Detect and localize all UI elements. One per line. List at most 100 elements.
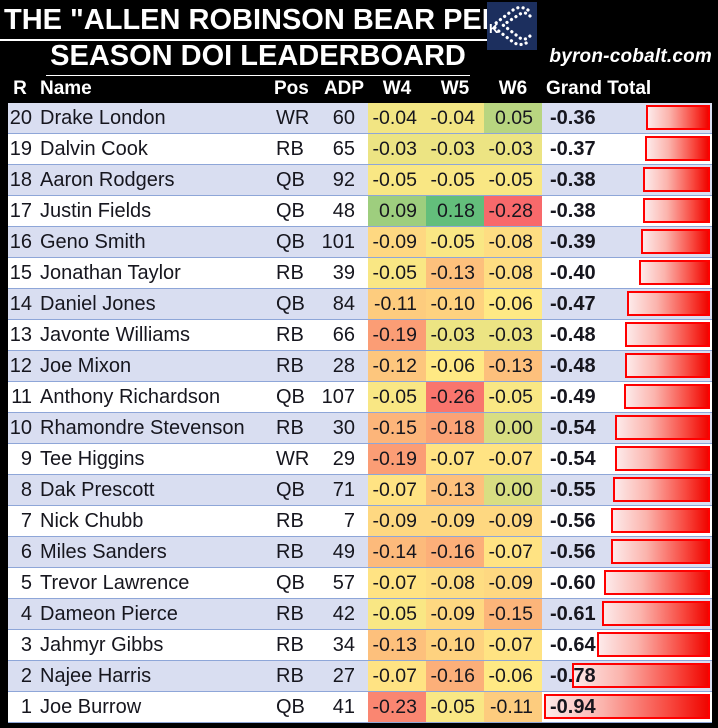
column-header-grand-total: Grand Total (546, 78, 652, 99)
w6-doi-cell: -0.15 (484, 599, 542, 629)
rank-cell: 2 (20, 665, 32, 687)
grand-total-databar (596, 632, 710, 657)
grand-total-value: -0.38 (550, 169, 596, 191)
player-name-cell: Rhamondre Stevenson (40, 417, 245, 439)
w6-doi-cell: -0.07 (484, 630, 542, 660)
grand-total-bar-track (544, 415, 710, 440)
w5-doi-cell: -0.08 (426, 568, 484, 598)
rank-cell: 17 (9, 200, 32, 222)
player-name-cell: Dak Prescott (40, 479, 155, 501)
grand-total-value: -0.61 (550, 603, 596, 625)
rank-cell: 11 (11, 386, 32, 408)
title-block: THE "ALLEN ROBINSON BEAR PELT" SEASON DO… (0, 0, 718, 77)
w6-doi-cell: -0.28 (484, 196, 542, 226)
w4-doi-cell: -0.09 (368, 506, 426, 536)
grand-total-value: -0.64 (550, 634, 596, 656)
rank-cell: 4 (20, 603, 32, 625)
position-cell: RB (276, 138, 304, 160)
w5-doi-cell: -0.05 (426, 227, 484, 257)
grand-total-value: -0.49 (550, 386, 596, 408)
grand-total-value: -0.54 (550, 448, 596, 470)
table-row: 7 Nick Chubb RB 7 -0.09 -0.09 -0.09 -0.56 (8, 506, 712, 537)
position-cell: RB (276, 355, 304, 377)
column-header-w5: W5 (440, 78, 470, 99)
grand-total-value: -0.94 (550, 696, 596, 718)
w5-doi-cell: -0.13 (426, 258, 484, 288)
grand-total-cell: -0.38 (542, 196, 712, 226)
grand-total-value: -0.39 (550, 231, 596, 253)
adp-cell: 71 (332, 479, 355, 501)
grand-total-databar (625, 353, 710, 378)
grand-total-cell: -0.47 (542, 289, 712, 319)
column-header-name: Name (40, 78, 92, 99)
w4-doi-cell: -0.19 (368, 444, 426, 474)
player-name-cell: Tee Higgins (40, 448, 145, 470)
w5-doi-cell: -0.13 (426, 475, 484, 505)
grand-total-bar-track (544, 601, 710, 626)
table-row: 15 Jonathan Taylor RB 39 -0.05 -0.13 -0.08 -0.4… (8, 258, 712, 289)
grand-total-bar-track (544, 508, 710, 533)
player-name-cell: Jahmyr Gibbs (40, 634, 164, 656)
w4-doi-cell: -0.07 (368, 568, 426, 598)
w6-doi-cell: 0.00 (484, 475, 542, 505)
grand-total-databar (572, 663, 710, 688)
rank-cell: 19 (9, 138, 32, 160)
grand-total-value: -0.40 (550, 262, 596, 284)
position-cell: QB (276, 169, 305, 191)
table-row: 4 Dameon Pierce RB 42 -0.05 -0.09 -0.15 -0.61 (8, 599, 712, 630)
table-row: 1 Joe Burrow QB 41 -0.23 -0.05 -0.11 -0.94 (8, 692, 712, 723)
grand-total-value: -0.56 (550, 541, 596, 563)
grand-total-cell: -0.61 (542, 599, 712, 629)
w5-doi-cell: -0.16 (426, 661, 484, 691)
player-name-cell: Drake London (40, 107, 166, 129)
w4-doi-cell: -0.07 (368, 661, 426, 691)
position-cell: RB (276, 603, 304, 625)
grand-total-cell: -0.60 (542, 568, 712, 598)
grand-total-databar (544, 694, 710, 719)
grand-total-databar (625, 322, 710, 347)
grand-total-value: -0.36 (550, 107, 596, 129)
w6-doi-cell: -0.06 (484, 661, 542, 691)
w5-doi-cell: -0.03 (426, 320, 484, 350)
position-cell: QB (276, 231, 305, 253)
player-name-cell: Trevor Lawrence (40, 572, 190, 594)
grand-total-cell: -0.56 (542, 506, 712, 536)
w4-doi-cell: -0.09 (368, 227, 426, 257)
grand-total-cell: -0.64 (542, 630, 712, 660)
w6-doi-cell: -0.06 (484, 289, 542, 319)
position-cell: QB (276, 293, 305, 315)
player-name-cell: Joe Mixon (40, 355, 132, 377)
w4-doi-cell: -0.14 (368, 537, 426, 567)
grand-total-databar (614, 415, 710, 440)
grand-total-bar-track (544, 260, 710, 285)
table-row: 6 Miles Sanders RB 49 -0.14 -0.16 -0.07 -0.56 (8, 537, 712, 568)
page-title-line1: THE "ALLEN ROBINSON BEAR PELT" (0, 4, 533, 41)
adp-cell: 34 (332, 634, 355, 656)
position-cell: QB (276, 479, 305, 501)
grand-total-cell: -0.39 (542, 227, 712, 257)
position-cell: RB (276, 510, 304, 532)
grand-total-cell: -0.48 (542, 320, 712, 350)
grand-total-cell: -0.49 (542, 382, 712, 412)
grand-total-value: -0.78 (550, 665, 596, 687)
position-cell: QB (276, 200, 305, 222)
w4-doi-cell: -0.03 (368, 134, 426, 164)
table-row: 14 Daniel Jones QB 84 -0.11 -0.10 -0.06 -0.47 (8, 289, 712, 320)
grand-total-bar-track (544, 229, 710, 254)
player-name-cell: Anthony Richardson (40, 386, 221, 408)
grand-total-cell: -0.54 (542, 444, 712, 474)
grand-total-bar-track (544, 136, 710, 161)
grand-total-cell: -0.38 (542, 165, 712, 195)
player-name-cell: Geno Smith (40, 231, 146, 253)
table-row: 3 Jahmyr Gibbs RB 34 -0.13 -0.10 -0.07 -0.64 (8, 630, 712, 661)
rank-cell: 15 (9, 262, 32, 284)
w6-doi-cell: -0.11 (484, 692, 542, 722)
table-row: 5 Trevor Lawrence QB 57 -0.07 -0.08 -0.09 -0.60 (8, 568, 712, 599)
grand-total-cell: -0.78 (542, 661, 712, 691)
adp-cell: 42 (332, 603, 355, 625)
column-header-r: R (13, 78, 27, 99)
grand-total-value: -0.38 (550, 200, 596, 222)
kc-dotted-diamond-logo-icon: K (487, 2, 537, 50)
w5-doi-cell: -0.18 (426, 413, 484, 443)
grand-total-databar (627, 291, 710, 316)
